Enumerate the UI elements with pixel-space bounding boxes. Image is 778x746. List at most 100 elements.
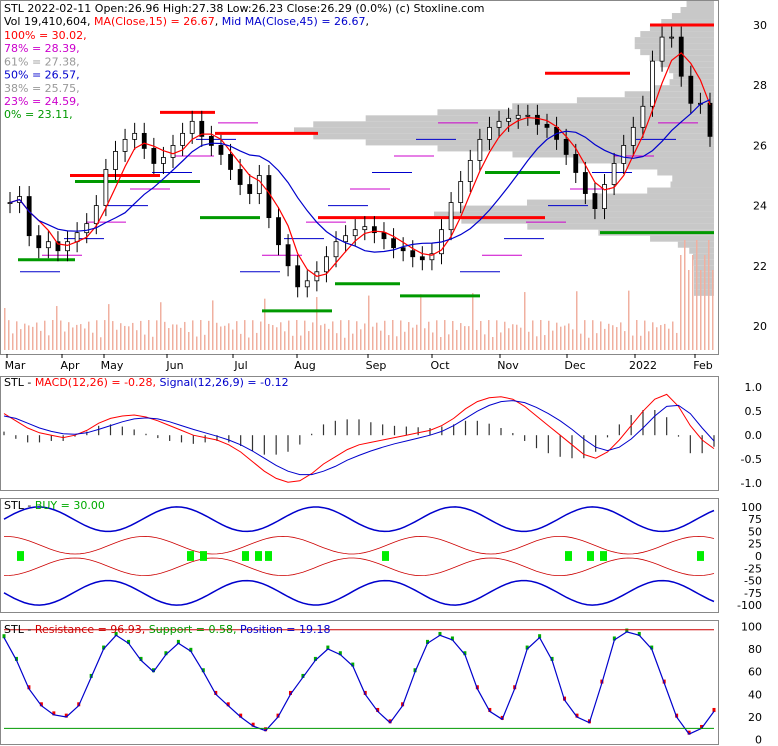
buy-mid-lower xyxy=(3,557,715,577)
candle-body xyxy=(352,229,358,237)
buy-panel-frame xyxy=(0,498,719,613)
volume-profile-bar xyxy=(672,175,714,182)
volume-bar xyxy=(608,323,610,350)
volume-bar xyxy=(556,322,558,350)
position-marker xyxy=(326,645,330,650)
buy-lower-band xyxy=(3,579,715,606)
volume-bar xyxy=(164,321,166,350)
position-label: STL - Resistance = 96.93, Support = 0.58… xyxy=(4,623,331,636)
ma45-line xyxy=(9,99,711,253)
candle-body xyxy=(650,60,655,107)
candle-body xyxy=(429,253,435,261)
candle-body xyxy=(180,132,186,146)
x-axis-label: Jun xyxy=(165,359,183,372)
candle-body xyxy=(563,138,569,155)
volume-bar xyxy=(456,329,458,350)
volume-ma-header: Vol 19,410,604, MA(Close,15) = 26.67, Mi… xyxy=(4,15,369,28)
volume-profile-bar xyxy=(433,211,714,218)
candle-body xyxy=(84,223,90,234)
macd-y-tick: 0.5 xyxy=(745,405,763,418)
volume-bar xyxy=(500,332,502,350)
volume-bar xyxy=(184,321,186,350)
candle-body xyxy=(295,265,301,288)
fib-level-label: 50% = 26.57, xyxy=(4,69,80,82)
volume-bar xyxy=(712,270,714,350)
volume-bar xyxy=(704,255,706,350)
volume-bar xyxy=(640,335,642,350)
volume-bar xyxy=(120,323,122,350)
position-marker xyxy=(288,690,292,695)
x-axis-label: Mar xyxy=(5,359,26,372)
volume-bar xyxy=(64,331,66,350)
volume-profile-bar xyxy=(647,187,714,194)
x-axis-label: May xyxy=(101,359,124,372)
volume-profile-bar xyxy=(693,259,714,266)
volume-profile-bar xyxy=(693,271,714,278)
volume-profile-bar xyxy=(689,247,714,254)
volume-bar xyxy=(252,320,254,350)
x-axis-label: Oct xyxy=(430,359,450,372)
volume-bar xyxy=(336,333,338,350)
volume-bar xyxy=(436,320,438,350)
position-marker xyxy=(426,639,430,644)
volume-bar xyxy=(392,320,394,350)
candle-body xyxy=(371,226,377,234)
volume-bar xyxy=(644,320,646,350)
buy-y-tick: -25 xyxy=(744,562,762,575)
volume-bar xyxy=(136,330,138,350)
candle-body xyxy=(161,157,166,164)
buy-y-tick: 100 xyxy=(741,501,762,514)
position-marker xyxy=(637,631,641,636)
position-marker xyxy=(612,636,616,641)
position-marker xyxy=(488,707,492,712)
volume-bar xyxy=(680,255,682,350)
macd-y-tick: 0.0 xyxy=(745,429,763,442)
candle-body xyxy=(496,120,502,128)
buy-signal-marker xyxy=(255,551,262,561)
macd-label: STL - MACD(12,26) = -0.28, Signal(12,26,… xyxy=(4,376,289,389)
volume-bar xyxy=(424,328,426,350)
volume-bar xyxy=(432,332,434,350)
volume-profile-bar xyxy=(313,121,714,128)
position-marker xyxy=(338,651,342,656)
fib-level-label: 61% = 27.38, xyxy=(4,55,80,68)
volume-bar xyxy=(448,334,450,350)
position-marker xyxy=(625,628,629,633)
volume-bar xyxy=(344,337,346,350)
fib-level-legend: 100% = 30.02,78% = 28.39,61% = 27.38,50%… xyxy=(4,29,87,121)
macd-y-tick: -1.0 xyxy=(741,477,762,490)
volume-bar xyxy=(328,328,330,350)
volume-bar xyxy=(220,326,222,350)
volume-bar xyxy=(176,324,178,350)
candle-body xyxy=(477,138,483,161)
volume-bar xyxy=(552,330,554,350)
volume-bar xyxy=(208,320,210,350)
volume-profile-bar xyxy=(686,0,714,8)
x-axis-label: Jul xyxy=(233,359,247,372)
candle-body xyxy=(256,175,262,194)
volume-bar xyxy=(572,329,574,350)
volume-bar xyxy=(44,320,46,350)
volume-bar xyxy=(584,320,586,350)
buy-upper-band xyxy=(3,506,715,533)
x-axis-label: 2022 xyxy=(629,359,657,372)
volume-bar xyxy=(416,324,418,350)
volume-bar xyxy=(412,327,414,350)
candle-body xyxy=(266,175,272,219)
volume-bar xyxy=(340,320,342,350)
volume-bar xyxy=(228,323,230,350)
volume-bar xyxy=(400,320,402,350)
candle-body xyxy=(534,114,540,125)
volume-profile-bar xyxy=(576,97,714,104)
volume-bar xyxy=(372,326,374,350)
position-marker xyxy=(700,724,704,729)
volume-profile-bar xyxy=(437,109,714,116)
volume-bar xyxy=(468,326,470,350)
volume-profile-bar xyxy=(657,169,714,176)
volume-bar xyxy=(612,325,614,350)
volume-bar xyxy=(532,320,534,350)
candle-body xyxy=(381,232,387,240)
volume-bar xyxy=(204,334,206,350)
ma15-line xyxy=(9,52,711,277)
volume-bar xyxy=(624,331,626,350)
